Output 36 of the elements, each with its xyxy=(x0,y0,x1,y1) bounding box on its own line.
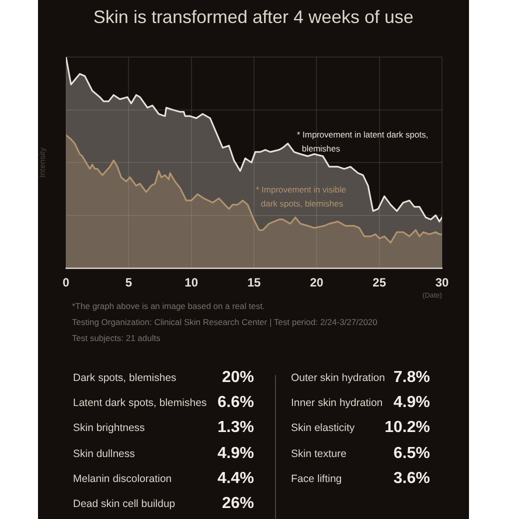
text: 26% xyxy=(222,495,254,513)
text: 6.5% xyxy=(394,444,430,463)
x-tick-label: 5 xyxy=(125,276,132,290)
text: 7.8% xyxy=(394,369,430,387)
text: 4.4% xyxy=(218,470,254,488)
x-tick-label: 15 xyxy=(247,276,261,290)
series-label: * Improvement in latent dark spots, blemishes xyxy=(296,129,428,154)
text: Inner skin hydration xyxy=(291,397,383,410)
text: Skin elasticity xyxy=(291,422,355,434)
x-tick-label: 30 xyxy=(435,276,449,290)
y-axis-title: Intensity xyxy=(38,148,48,178)
text: 1.3% xyxy=(218,419,254,438)
text: Face lifting xyxy=(291,472,342,485)
x-tick-label: 20 xyxy=(310,276,324,290)
text: 6.6% xyxy=(218,394,254,412)
text: 4.9% xyxy=(218,444,254,463)
x-tick-label: 25 xyxy=(372,276,386,290)
text: 10.2% xyxy=(384,419,430,438)
x-tick-label: 0 xyxy=(62,276,70,290)
chart-title: Skin is transformed after 4 weeks of use xyxy=(92,7,415,28)
text: Test subjects: 21 adults xyxy=(72,332,162,345)
text: Dead skin cell buildup xyxy=(73,498,176,510)
text: Skin dullness xyxy=(73,448,135,460)
text: Testing Organization: Clinical Skin Research Center | Test period: 2/24-3/27/2020 xyxy=(72,316,378,329)
text: 3.6% xyxy=(394,470,430,488)
text: Latent dark spots, blemishes xyxy=(73,397,207,410)
x-tick-label: 10 xyxy=(184,276,198,290)
text: 4.9% xyxy=(394,394,430,412)
text: Dark spots, blemishes xyxy=(73,372,176,384)
text: Outer skin hydration xyxy=(291,372,385,384)
text: Melanin discoloration xyxy=(73,472,172,485)
text: *The graph above is an image based on a real test. xyxy=(72,300,266,313)
text: Skin texture xyxy=(291,448,346,460)
text: 20% xyxy=(222,369,254,387)
text: Skin brightness xyxy=(73,422,145,434)
series-label: * Improvement in visible dark spots, blemishes xyxy=(256,184,346,208)
